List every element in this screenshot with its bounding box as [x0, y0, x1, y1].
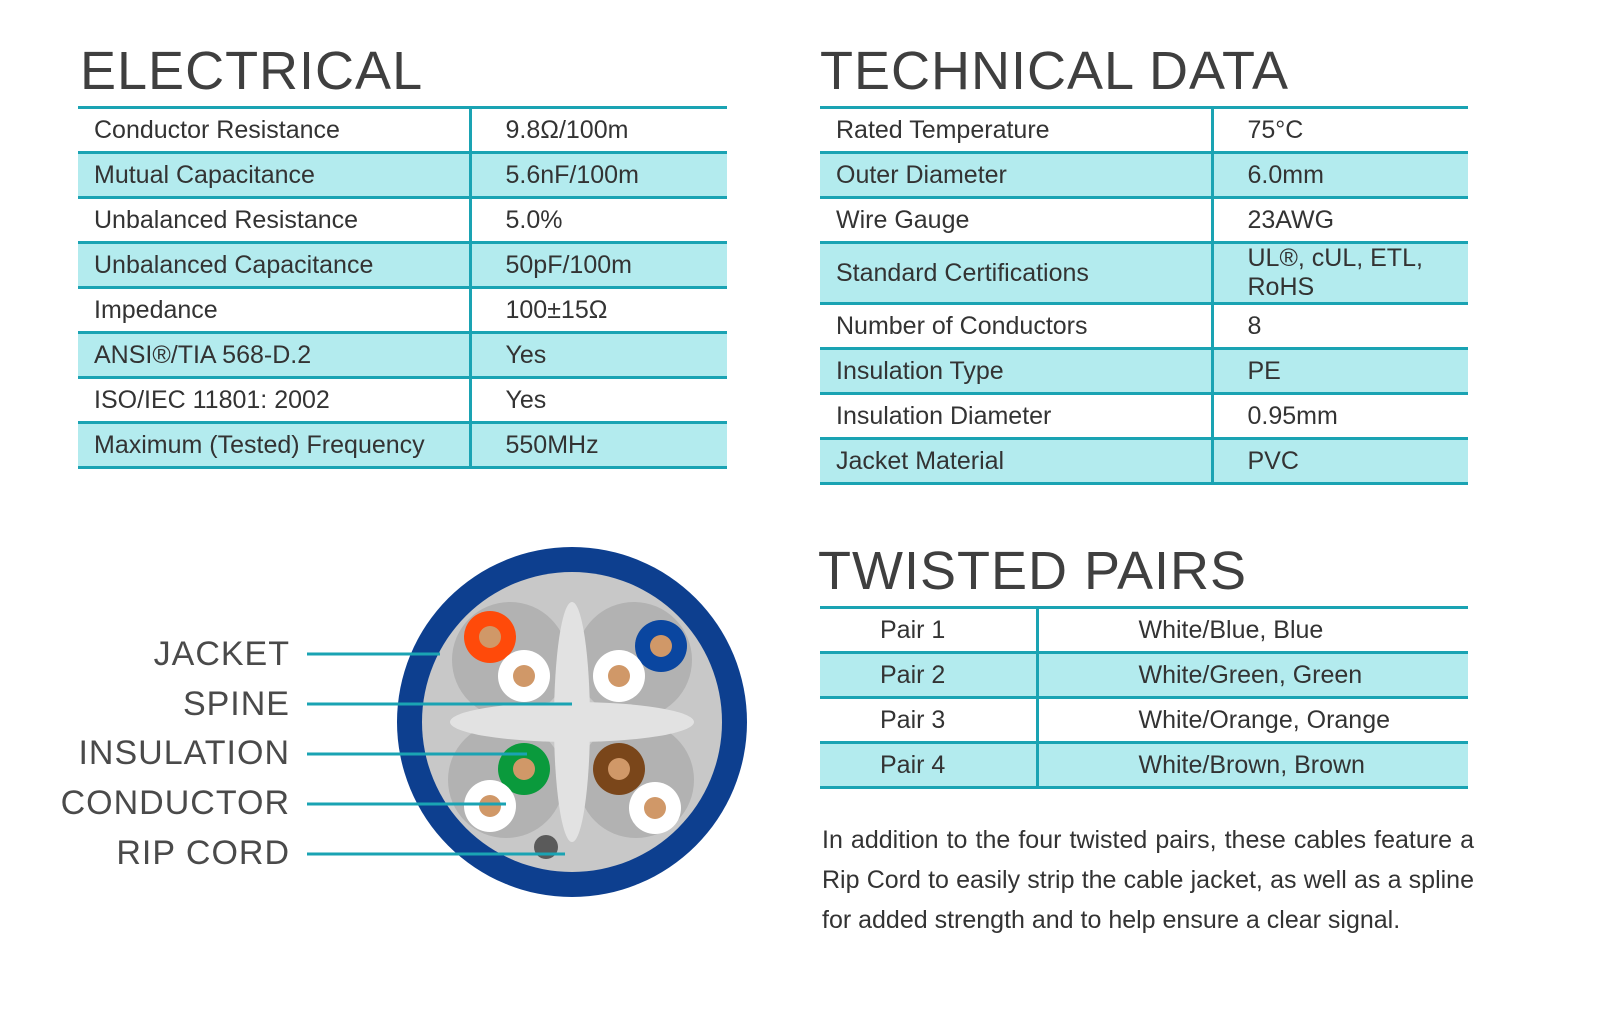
row-value: 5.0%	[468, 196, 727, 244]
row-value: 75°C	[1210, 106, 1468, 154]
table-row: ISO/IEC 11801: 2002 Yes	[78, 376, 727, 424]
row-label: Rated Temperature	[820, 106, 1212, 154]
row-value: 5.6nF/100m	[468, 151, 727, 199]
table-row: Maximum (Tested) Frequency 550MHz	[78, 421, 727, 469]
row-label: ISO/IEC 11801: 2002	[78, 376, 470, 424]
row-value: White/Brown, Brown	[1035, 741, 1468, 789]
table-row: Pair 1 White/Blue, Blue	[820, 606, 1468, 654]
table-row: Conductor Resistance 9.8Ω/100m	[78, 106, 727, 154]
row-label: Pair 3	[820, 696, 1037, 744]
row-label: Wire Gauge	[820, 196, 1212, 244]
row-label: Number of Conductors	[820, 302, 1212, 350]
row-value: 100±15Ω	[468, 286, 727, 334]
table-row: Standard Certifications UL®, cUL, ETL, Ro…	[820, 241, 1468, 305]
row-value: Yes	[468, 376, 727, 424]
electrical-table: Conductor Resistance 9.8Ω/100m Mutual Capa…	[78, 106, 727, 469]
row-value: UL®, cUL, ETL, RoHS	[1210, 241, 1468, 305]
row-value: 6.0mm	[1210, 151, 1468, 199]
table-row: Number of Conductors 8	[820, 302, 1468, 350]
table-row: Impedance 100±15Ω	[78, 286, 727, 334]
row-value: White/Orange, Orange	[1035, 696, 1468, 744]
row-label: Pair 2	[820, 651, 1037, 699]
electrical-title: ELECTRICAL	[80, 41, 424, 101]
row-label: Mutual Capacitance	[78, 151, 470, 199]
row-label: Outer Diameter	[820, 151, 1212, 199]
label-jacket: JACKET	[153, 635, 290, 673]
table-row: Insulation Type PE	[820, 347, 1468, 395]
row-value: White/Green, Green	[1035, 651, 1468, 699]
table-row: Wire Gauge 23AWG	[820, 196, 1468, 244]
table-row: Outer Diameter 6.0mm	[820, 151, 1468, 199]
row-label: Insulation Type	[820, 347, 1212, 395]
row-label: ANSI®/TIA 568-D.2	[78, 331, 470, 379]
twisted-pairs-title: TWISTED PAIRS	[818, 541, 1248, 601]
row-value: 23AWG	[1210, 196, 1468, 244]
row-value: 0.95mm	[1210, 392, 1468, 440]
row-value: White/Blue, Blue	[1035, 606, 1468, 654]
row-label: Jacket Material	[820, 437, 1212, 485]
row-value: 550MHz	[468, 421, 727, 469]
row-label: Unbalanced Capacitance	[78, 241, 470, 289]
row-label: Conductor Resistance	[78, 106, 470, 154]
row-value: PE	[1210, 347, 1468, 395]
table-row: Pair 2 White/Green, Green	[820, 651, 1468, 699]
row-label: Standard Certifications	[820, 241, 1212, 305]
row-label: Pair 4	[820, 741, 1037, 789]
description: In addition to the four twisted pairs, t…	[822, 826, 1474, 934]
row-label: Maximum (Tested) Frequency	[78, 421, 470, 469]
row-value: 8	[1210, 302, 1468, 350]
row-value: Yes	[468, 331, 727, 379]
table-row: Rated Temperature 75°C	[820, 106, 1468, 154]
technical-title: TECHNICAL DATA	[820, 41, 1290, 101]
row-value: 50pF/100m	[468, 241, 727, 289]
row-label: Impedance	[78, 286, 470, 334]
technical-table: Rated Temperature 75°C Outer Diameter 6.0mm…	[820, 106, 1468, 485]
label-insulation: INSULATION	[78, 734, 290, 772]
twisted-pairs-table: Pair 1 White/Blue, Blue Pair 2 White/Green,…	[820, 606, 1468, 789]
label-conductor: CONDUCTOR	[60, 784, 290, 822]
row-label: Unbalanced Resistance	[78, 196, 470, 244]
label-rip-cord: RIP CORD	[116, 834, 290, 872]
table-row: Jacket Material PVC	[820, 437, 1468, 485]
table-row: Mutual Capacitance 5.6nF/100m	[78, 151, 727, 199]
label-spine: SPINE	[182, 685, 290, 723]
row-value: 9.8Ω/100m	[468, 106, 727, 154]
row-label: Pair 1	[820, 606, 1037, 654]
conductors	[464, 611, 687, 834]
row-label: Insulation Diameter	[820, 392, 1212, 440]
leader-lines	[307, 652, 572, 856]
row-value: PVC	[1210, 437, 1468, 485]
table-row: Pair 3 White/Orange, Orange	[820, 696, 1468, 744]
table-row: ANSI®/TIA 568-D.2 Yes	[78, 331, 727, 379]
table-row: Unbalanced Resistance 5.0%	[78, 196, 727, 244]
table-row: Insulation Diameter 0.95mm	[820, 392, 1468, 440]
table-row: Pair 4 White/Brown, Brown	[820, 741, 1468, 789]
table-row: Unbalanced Capacitance 50pF/100m	[78, 241, 727, 289]
